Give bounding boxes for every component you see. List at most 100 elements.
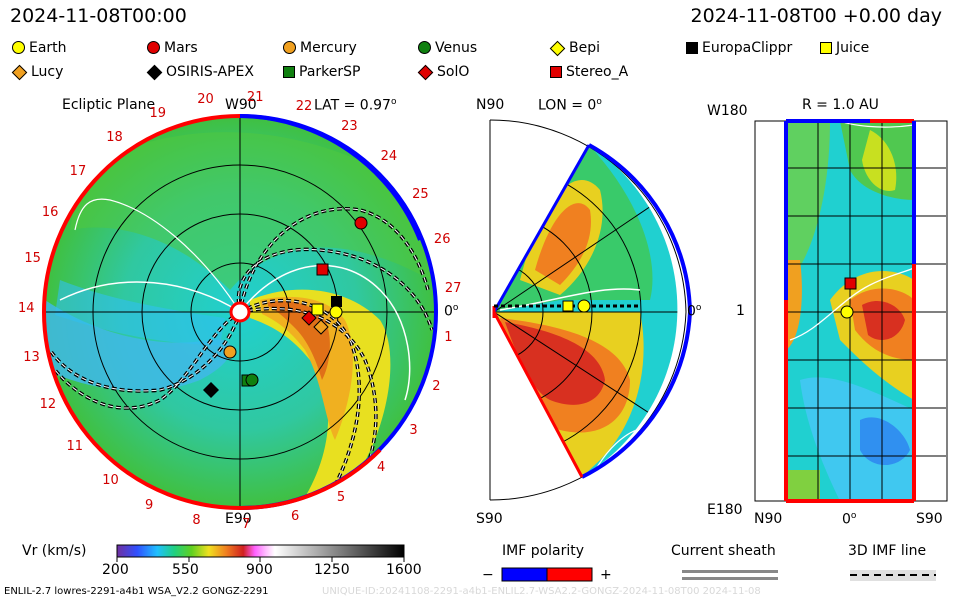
legend-label: Mars bbox=[164, 40, 198, 56]
ecliptic-title: Ecliptic Plane bbox=[62, 97, 156, 113]
sphere-mid-left-label: 1 bbox=[736, 303, 745, 319]
carrington-tick-25: 25 bbox=[412, 187, 429, 203]
carrington-tick-4: 4 bbox=[377, 460, 386, 476]
sphere-x-label-s90: S90 bbox=[916, 511, 943, 527]
imf-minus-label: − bbox=[482, 567, 494, 583]
legend-item-stereo-a: Stereo_A bbox=[550, 64, 628, 80]
legend-item-osiris-apex: OSIRIS-APEX bbox=[146, 64, 254, 81]
earth-marker bbox=[329, 305, 343, 319]
carrington-tick-11: 11 bbox=[66, 438, 84, 454]
ecliptic-lat-label: LAT = 0.97o bbox=[314, 97, 397, 114]
carrington-tick-27: 27 bbox=[444, 280, 462, 296]
legend-label: Juice bbox=[836, 40, 870, 56]
imf-polarity-key bbox=[501, 567, 593, 582]
meridional-bottom-label: S90 bbox=[476, 511, 503, 527]
square-marker-icon bbox=[283, 66, 295, 78]
legend-item-lucy: Lucy bbox=[11, 64, 64, 81]
carrington-tick-2: 2 bbox=[432, 378, 441, 394]
circle-marker-icon bbox=[283, 41, 296, 54]
legend-label: Venus bbox=[435, 40, 478, 56]
carrington-tick-9: 9 bbox=[144, 498, 154, 514]
carrington-tick-13: 13 bbox=[23, 349, 40, 365]
carrington-tick-18: 18 bbox=[106, 129, 123, 145]
mars-marker bbox=[354, 216, 368, 230]
header-right-time: 2024-11-08T00 +0.00 day bbox=[690, 5, 942, 27]
colorbar-tick-900: 900 bbox=[246, 562, 273, 578]
sphere-x-label-0: 0o bbox=[842, 511, 857, 528]
circle-marker-icon bbox=[418, 41, 431, 54]
carrington-tick-22: 22 bbox=[295, 98, 313, 114]
legend-label: OSIRIS-APEX bbox=[166, 64, 254, 80]
legend-label: EuropaClippr bbox=[702, 40, 793, 56]
colorbar-tick-550: 550 bbox=[172, 562, 199, 578]
footer-left: ENLIL-2.7 lowres-2291-a4b1 WSA_V2.2 GONG… bbox=[4, 586, 269, 597]
carrington-tick-26: 26 bbox=[433, 232, 451, 248]
carrington-tick-5: 5 bbox=[336, 489, 346, 505]
legend-label: ParkerSP bbox=[299, 64, 361, 80]
velocity-colorbar bbox=[116, 544, 405, 562]
footer-right: UNIQUE-ID:20241108-2291-a4b1-ENLIL2.7-WS… bbox=[322, 586, 761, 597]
sphere-top-left-label: W180 bbox=[707, 103, 748, 119]
colorbar-tick-1250: 1250 bbox=[314, 562, 350, 578]
legend-item-europaclippr: EuropaClippr bbox=[686, 40, 792, 56]
meridional-zero-label: 0o bbox=[687, 303, 702, 320]
osiris-apex-marker bbox=[203, 382, 219, 398]
square-marker-icon bbox=[550, 66, 562, 78]
ecliptic-bottom-label: E90 bbox=[225, 511, 252, 527]
meridional-lon-label: LON = 0o bbox=[538, 97, 602, 114]
square-marker-icon bbox=[686, 42, 698, 54]
header-left-time: 2024-11-08T00:00 bbox=[10, 5, 187, 27]
carrington-tick-14: 14 bbox=[18, 300, 35, 316]
legend-item-earth: Earth bbox=[12, 40, 67, 56]
solo-marker bbox=[301, 310, 317, 326]
legend-item-juice: Juice bbox=[820, 40, 869, 56]
circle-marker-icon bbox=[12, 41, 25, 54]
ecliptic-top-label: W90 bbox=[225, 97, 257, 113]
meridional-top-label: N90 bbox=[476, 97, 505, 113]
legend-item-venus: Venus bbox=[418, 40, 477, 56]
carrington-tick-7: 7 bbox=[241, 516, 251, 532]
carrington-tick-12: 12 bbox=[39, 396, 57, 412]
legend-item-solo: SolO bbox=[417, 64, 470, 81]
carrington-tick-20: 20 bbox=[197, 91, 214, 107]
legend-label: Earth bbox=[29, 40, 67, 56]
carrington-tick-19: 19 bbox=[149, 105, 167, 121]
stereo-a-marker bbox=[316, 263, 329, 276]
legend-item-mercury: Mercury bbox=[283, 40, 357, 56]
imf-plus-label: + bbox=[600, 567, 612, 583]
square-marker-icon bbox=[820, 42, 832, 54]
legend-label: Mercury bbox=[300, 40, 357, 56]
lucy-marker bbox=[313, 319, 329, 335]
europa-clipper-marker bbox=[331, 296, 342, 307]
venus-marker bbox=[245, 373, 259, 387]
imf-line-key bbox=[850, 570, 936, 581]
juice-marker bbox=[311, 303, 324, 316]
ecliptic-zero-label: 0o bbox=[444, 303, 459, 320]
colorbar-tick-200: 200 bbox=[102, 562, 129, 578]
carrington-tick-8: 8 bbox=[192, 513, 201, 529]
sphere-title: R = 1.0 AU bbox=[802, 97, 879, 113]
legend-label: Bepi bbox=[569, 40, 600, 56]
carrington-tick-10: 10 bbox=[102, 473, 119, 489]
sphere-bottom-left-label: E180 bbox=[707, 502, 743, 518]
sphere-x-label-n90: N90 bbox=[754, 511, 783, 527]
carrington-tick-1: 1 bbox=[444, 330, 453, 346]
carrington-tick-23: 23 bbox=[341, 118, 358, 134]
legend-item-parkersp: ParkerSP bbox=[283, 64, 360, 80]
legend-label: SolO bbox=[437, 64, 470, 80]
carrington-tick-3: 3 bbox=[409, 422, 418, 438]
legend-label: Stereo_A bbox=[566, 64, 629, 80]
circle-marker-icon bbox=[147, 41, 160, 54]
legend-item-mars: Mars bbox=[147, 40, 198, 56]
carrington-tick-16: 16 bbox=[41, 204, 59, 220]
imf-polarity-title: IMF polarity bbox=[502, 543, 585, 559]
legend-label: Lucy bbox=[31, 64, 64, 80]
carrington-tick-6: 6 bbox=[290, 508, 300, 524]
current-sheath-key bbox=[682, 570, 778, 580]
mercury-marker bbox=[223, 345, 237, 359]
colorbar-label: Vr (km/s) bbox=[22, 543, 87, 559]
carrington-tick-24: 24 bbox=[380, 149, 398, 165]
imf-line-title: 3D IMF line bbox=[848, 543, 927, 559]
carrington-tick-17: 17 bbox=[69, 163, 87, 179]
